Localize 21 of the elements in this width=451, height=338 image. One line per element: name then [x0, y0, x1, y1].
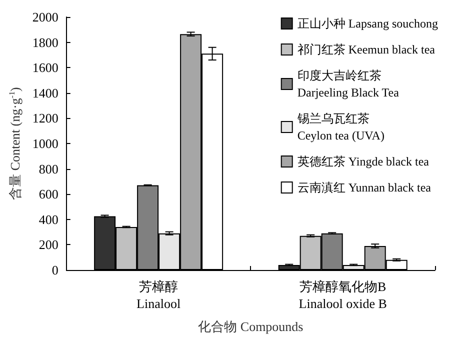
y-tick-label: 800 [38, 161, 58, 176]
legend-label: 锡兰乌瓦红茶 Ceylon tea (UVA) [296, 112, 384, 142]
legend-label: 正山小种 Lapsang souchong [297, 16, 438, 30]
y-tick-label: 400 [38, 212, 58, 227]
y-tick-label: 1200 [32, 110, 58, 126]
y-tick-label: 2000 [32, 10, 58, 24]
legend-label: 云南滇红 Yunnan black tea [297, 180, 432, 194]
x-tick-label: 芳樟醇 Linalool [136, 279, 181, 311]
y-tick-label: 1800 [32, 34, 58, 50]
x-tick-label: 芳樟醇氧化物B Linalool oxide B [298, 279, 388, 311]
y-tick-label: 600 [38, 186, 58, 202]
y-tick-label: 1400 [32, 85, 58, 100]
y-tick-label: 200 [38, 237, 58, 252]
legend-label: 印度大吉岭红茶 Darjeeling Black Tea [297, 68, 400, 100]
legend-label: 祁门红茶 Keemun black tea [297, 42, 436, 56]
legend-label: 英德红茶 Yingde black tea [297, 154, 430, 168]
y-tick-label: 1000 [32, 136, 58, 151]
y-axis-title: 含量 Content (ng·g-1) [8, 87, 22, 200]
x-axis-title: 化合物 Compounds [198, 319, 304, 334]
y-tick-label: 1600 [32, 60, 58, 76]
y-tick-label: 0 [52, 262, 58, 278]
